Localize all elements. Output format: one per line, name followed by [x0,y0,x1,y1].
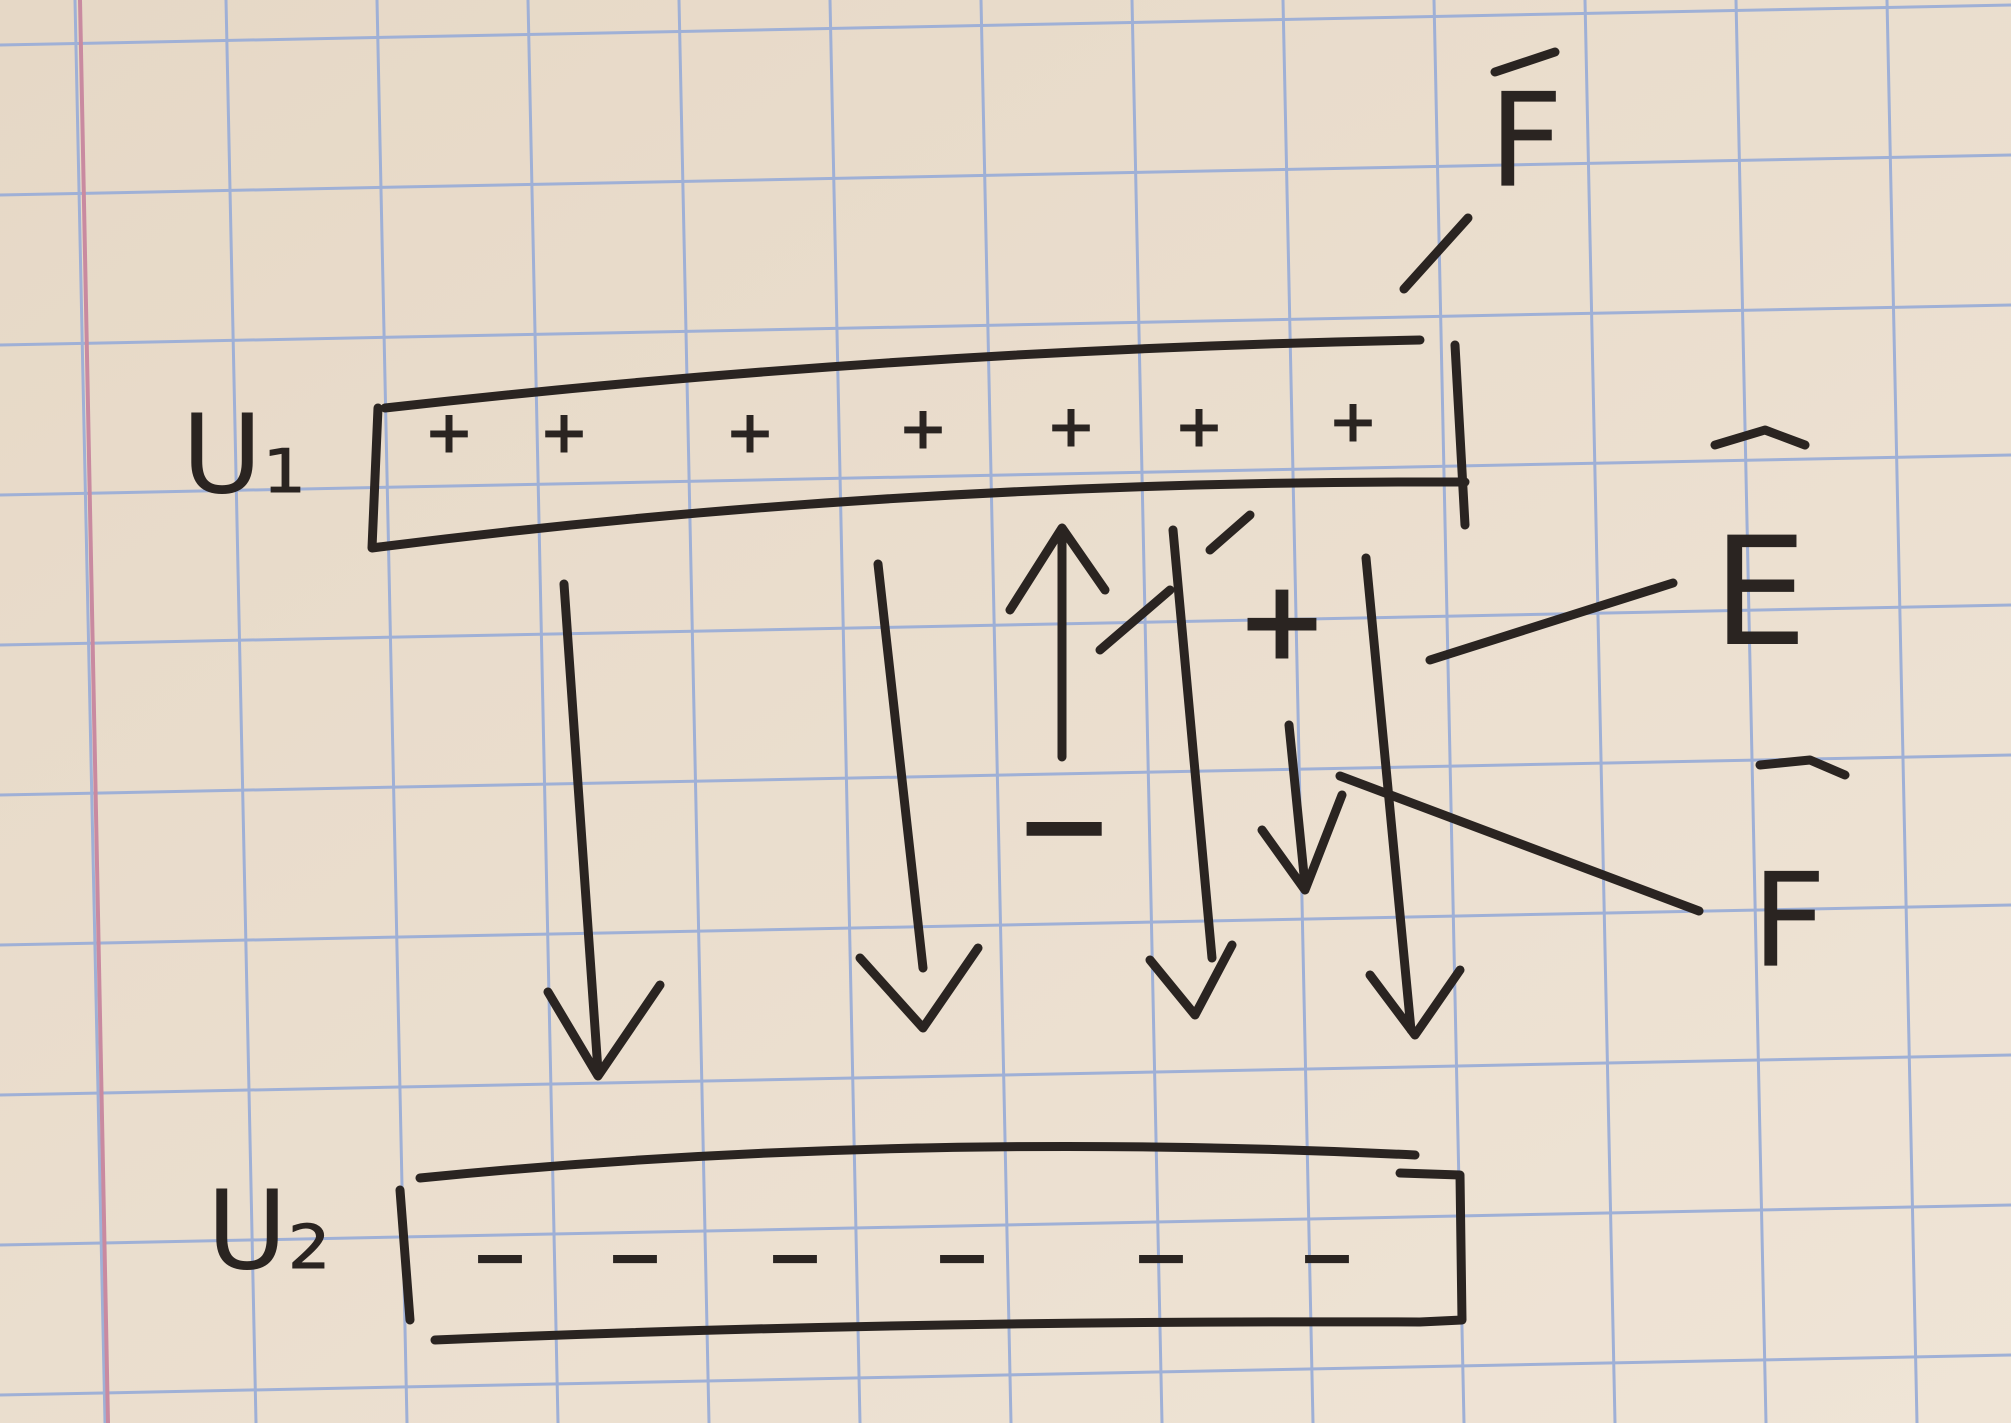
field-lines [543,510,1465,1081]
charge-sign: − [471,1216,530,1298]
vector-label: F [1752,845,1827,997]
grid-line [1583,0,1617,1423]
grid-line [0,153,2011,197]
grid-line [1130,0,1164,1423]
charge-sign: − [606,1216,665,1298]
grid-line [0,603,2011,647]
grid-line [1885,0,1919,1423]
grid-line [828,0,862,1423]
plate-1 [367,335,1470,553]
plate-2 [395,1141,1467,1345]
grid-line [0,1353,2011,1397]
charge-sign: − [1298,1216,1357,1298]
charge-sign: − [1132,1216,1191,1298]
charge-sign: − [1014,757,1115,896]
vector-label: F [1489,65,1564,217]
charge-sign: + [1174,392,1224,462]
grid-line [73,0,107,1423]
grid-line [0,1203,2011,1247]
charge-sign: + [725,398,775,468]
short-down-arrow [1257,720,1347,895]
tick-marks [1095,510,1255,655]
charge-sign: + [1328,387,1378,457]
charge-sign: − [933,1216,992,1298]
grid-line [0,753,2011,797]
pointer-lines [1335,213,1704,916]
vector-label: E [1713,506,1808,680]
down-arrow [543,579,665,1081]
plate-label: U₂ [207,1166,332,1294]
grid-line [1281,0,1315,1423]
charge-sign: + [1236,556,1328,684]
grid-line [526,0,560,1423]
grid-line [0,3,2011,47]
grid-line [677,0,711,1423]
charge-sign: + [424,398,474,468]
grid-line [1734,0,1768,1423]
grid-line [224,0,258,1423]
grid-line [979,0,1013,1423]
grid-line [0,303,2011,347]
charge-sign: − [766,1216,825,1298]
grid-line [0,1053,2011,1097]
grid-line [375,0,409,1423]
grid-line [0,453,2011,497]
down-arrow [855,559,983,1033]
charge-sign: + [1046,392,1096,462]
down-arrow [1145,525,1237,1020]
up-arrow [1005,523,1110,762]
grid-line [0,903,2011,947]
margin-line [78,0,110,1423]
charge-sign: + [898,394,948,464]
vector-arrows [1490,47,1850,780]
plate-label: U₁ [182,390,307,518]
charge-sign: + [539,398,589,468]
